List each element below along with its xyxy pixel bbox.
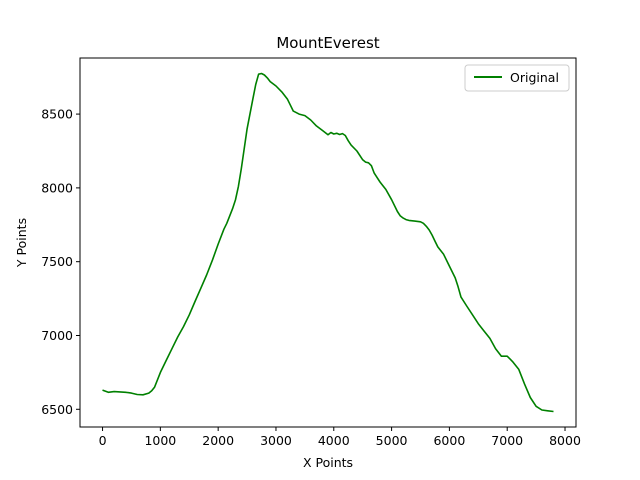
series-line-original xyxy=(102,72,554,413)
y-tick-label: 8500 xyxy=(41,107,73,122)
y-tick-label: 6500 xyxy=(41,402,73,417)
x-tick-label: 4000 xyxy=(318,433,350,448)
x-axis-label: X Points xyxy=(303,455,353,470)
legend: Original xyxy=(464,64,570,92)
x-tick-label: 1000 xyxy=(144,433,176,448)
x-axis-ticks: 0 1000 2000 3000 4000 5000 6000 7000 8000 xyxy=(99,427,581,448)
chart-title: MountEverest xyxy=(276,34,379,52)
y-axis-ticks: 6500 7000 7500 8000 8500 xyxy=(41,107,80,417)
x-tick-label: 6000 xyxy=(433,433,465,448)
y-tick-label: 7000 xyxy=(41,328,73,343)
plot-area xyxy=(79,57,577,428)
legend-box xyxy=(464,64,570,92)
series-layer xyxy=(102,72,554,413)
x-tick-label: 2000 xyxy=(202,433,234,448)
y-tick-label: 8000 xyxy=(41,180,73,195)
x-tick-label: 3000 xyxy=(260,433,292,448)
y-axis-label: Y Points xyxy=(14,218,29,268)
legend-label: Original xyxy=(510,70,559,85)
x-tick-label: 0 xyxy=(99,433,107,448)
y-tick-label: 7500 xyxy=(41,254,73,269)
x-tick-label: 5000 xyxy=(376,433,408,448)
x-tick-label: 8000 xyxy=(549,433,581,448)
x-tick-label: 7000 xyxy=(491,433,523,448)
